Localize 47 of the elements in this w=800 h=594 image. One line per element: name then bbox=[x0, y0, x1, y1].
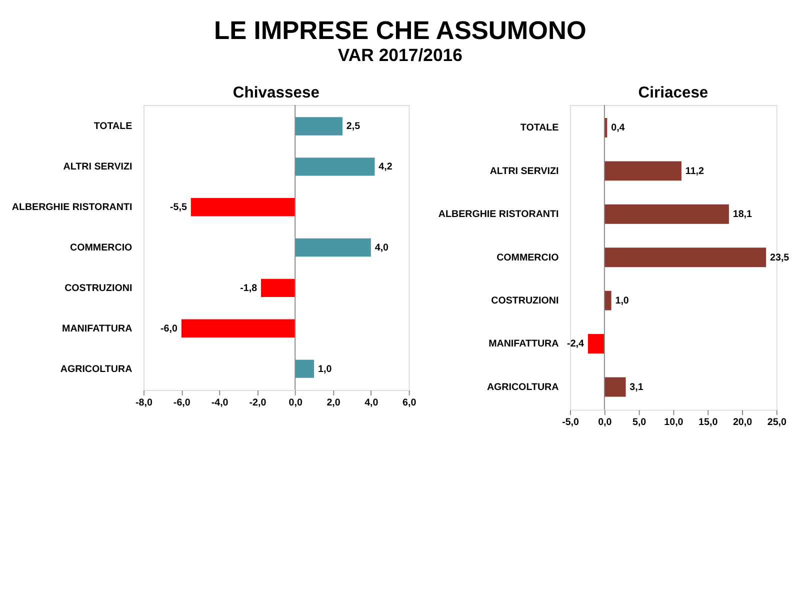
x-tick-label: 5,0 bbox=[632, 416, 647, 428]
data-label: -5,5 bbox=[170, 202, 188, 214]
y-tick-label: COMMERCIO bbox=[70, 242, 133, 254]
data-label: 18,1 bbox=[732, 209, 753, 220]
y-tick-label: AGRICOLTURA bbox=[60, 364, 132, 375]
data-label: 11,2 bbox=[685, 166, 705, 177]
x-tick-label: 4,0 bbox=[364, 397, 379, 408]
y-tick-label: TOTALE bbox=[520, 122, 560, 134]
y-tick-label: MANIFATTURA bbox=[488, 338, 559, 350]
data-label: 4,0 bbox=[374, 242, 390, 254]
data-label: 4,2 bbox=[378, 162, 393, 173]
chart-title: Chivassese bbox=[232, 84, 320, 102]
chart-title: Ciriacese bbox=[638, 84, 708, 102]
y-tick-label: MANIFATTURA bbox=[62, 323, 132, 334]
x-tick-label: -2,0 bbox=[249, 397, 267, 408]
x-tick-label: 6,0 bbox=[402, 397, 417, 408]
x-tick-label: -8,0 bbox=[136, 397, 153, 408]
x-tick-label: -4,0 bbox=[211, 397, 229, 408]
y-tick-label: ALTRI SERVIZI bbox=[490, 166, 559, 177]
data-label: -1,8 bbox=[240, 282, 258, 294]
data-label: 0,4 bbox=[611, 122, 626, 134]
x-tick-label: 0,0 bbox=[288, 397, 303, 408]
y-tick-label: ALTRI SERVIZI bbox=[63, 162, 132, 173]
x-tick-label: 15,0 bbox=[698, 416, 718, 428]
y-tick-label: TOTALE bbox=[94, 121, 133, 132]
data-label: 3,1 bbox=[630, 382, 644, 393]
data-label: 1,0 bbox=[615, 296, 630, 307]
text: LE IMPRESE CHE ASSUMONO bbox=[214, 17, 586, 46]
x-tick-label: 2,0 bbox=[326, 397, 341, 408]
x-tick-label: 10,0 bbox=[664, 416, 684, 428]
x-tick-label: 25,0 bbox=[767, 416, 787, 428]
y-tick-label: ALBERGHIE RISTORANTI bbox=[12, 202, 132, 214]
x-tick-label: -6,0 bbox=[173, 397, 191, 408]
y-tick-label: COSTRUZIONI bbox=[64, 282, 132, 294]
y-tick-label: AGRICOLTURA bbox=[486, 382, 559, 393]
y-tick-label: COMMERCIO bbox=[496, 252, 560, 264]
data-label: 2,5 bbox=[346, 121, 361, 132]
data-label: 23,5 bbox=[770, 252, 790, 264]
data-label: 1,0 bbox=[318, 364, 332, 375]
y-tick-label: COSTRUZIONI bbox=[491, 296, 559, 307]
y-tick-label: ALBERGHIE RISTORANTI bbox=[438, 209, 559, 220]
data-label: -6,0 bbox=[160, 323, 178, 334]
x-tick-label: 20,0 bbox=[732, 416, 753, 428]
data-label: -2,4 bbox=[567, 338, 585, 350]
x-tick-label: -5,0 bbox=[562, 416, 580, 428]
text: VAR 2017/2016 bbox=[338, 44, 463, 65]
x-tick-label: 0,0 bbox=[598, 416, 612, 428]
